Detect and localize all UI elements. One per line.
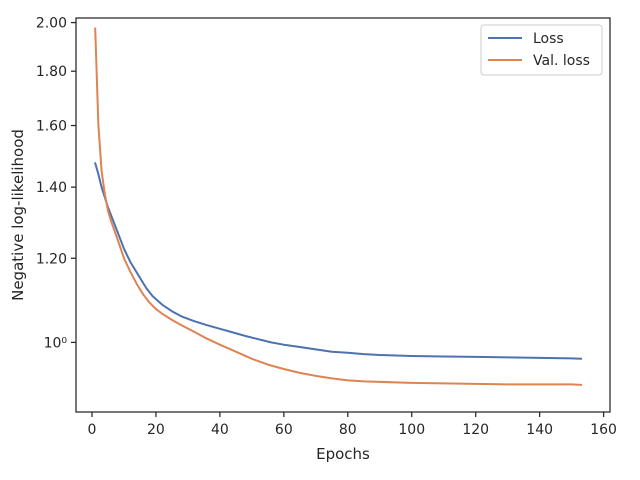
x-tick-label: 60 xyxy=(275,422,293,438)
legend-label-loss: Loss xyxy=(533,31,564,47)
series-line-val-loss xyxy=(94,27,583,386)
x-axis-ticks: 0 20 40 60 80 100 120 140 160 xyxy=(88,412,617,438)
legend-label-val-loss: Val. loss xyxy=(533,53,590,69)
y-tick-label: 1.80 xyxy=(36,64,67,80)
x-tick-label: 20 xyxy=(147,422,165,438)
y-tick-label: 1.20 xyxy=(36,251,67,267)
plot-frame xyxy=(75,17,611,413)
y-tick-label: 1.60 xyxy=(36,119,67,135)
y-tick-label: 1.40 xyxy=(36,180,67,196)
x-tick-label: 0 xyxy=(88,422,97,438)
x-tick-label: 100 xyxy=(398,422,425,438)
x-tick-label: 120 xyxy=(462,422,489,438)
series-line-loss xyxy=(94,162,583,360)
y-axis-ticks: 10⁰ 1.20 1.40 1.60 1.80 2.00 xyxy=(36,16,76,351)
x-tick-label: 160 xyxy=(590,422,617,438)
y-axis-label: Negative log-likelihood xyxy=(9,129,27,301)
y-tick-label: 10⁰ xyxy=(44,335,68,351)
x-tick-label: 80 xyxy=(339,422,357,438)
x-tick-label: 40 xyxy=(211,422,229,438)
y-tick-label: 2.00 xyxy=(36,16,67,32)
plot-lines xyxy=(94,27,583,386)
legend: Loss Val. loss xyxy=(480,24,603,76)
x-axis-label: Epochs xyxy=(316,445,370,463)
x-tick-label: 140 xyxy=(526,422,553,438)
